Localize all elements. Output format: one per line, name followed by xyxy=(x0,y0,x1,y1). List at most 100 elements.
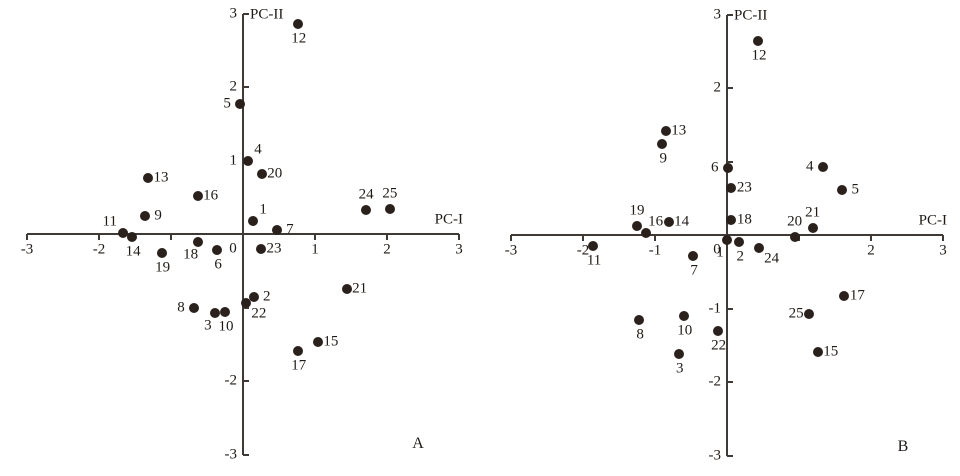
point-label-23: 23 xyxy=(736,179,752,196)
data-point-10 xyxy=(220,306,230,317)
x-tick-mark xyxy=(98,234,100,240)
point-label-6: 6 xyxy=(214,256,222,273)
point-label-25: 25 xyxy=(788,305,804,322)
data-point-1 xyxy=(248,215,259,226)
data-point-24 xyxy=(753,243,764,254)
point-label-19: 19 xyxy=(629,202,645,219)
data-point-20 xyxy=(256,168,267,179)
data-point-4 xyxy=(817,161,828,172)
data-point-24 xyxy=(361,204,372,215)
point-label-21: 21 xyxy=(805,204,821,221)
data-point-2 xyxy=(248,292,259,303)
data-point-22 xyxy=(712,326,723,337)
point-label-4: 4 xyxy=(806,158,814,175)
y-tick-mark xyxy=(727,13,733,16)
data-point-4 xyxy=(243,156,254,167)
point-label-6: 6 xyxy=(710,159,719,176)
x-tick-mark xyxy=(582,235,584,241)
point-label-14: 14 xyxy=(674,213,690,230)
point-label-15: 15 xyxy=(323,333,339,350)
point-label-15: 15 xyxy=(823,343,839,360)
point-label-7: 7 xyxy=(286,221,294,238)
y-tick-label: 3 xyxy=(713,6,722,22)
data-point-17 xyxy=(839,291,850,301)
point-label-14: 14 xyxy=(125,243,141,260)
y-tick-mark xyxy=(243,86,249,88)
data-point-8 xyxy=(634,314,645,325)
data-point-12 xyxy=(752,35,763,46)
point-label-11: 11 xyxy=(102,213,117,230)
point-label-22: 22 xyxy=(711,337,727,354)
point-label-17: 17 xyxy=(849,287,865,304)
point-label-24: 24 xyxy=(358,186,374,203)
data-point-13 xyxy=(660,126,671,137)
x-tick-label: 3 xyxy=(939,242,947,259)
data-point-15 xyxy=(312,337,323,348)
point-label-11: 11 xyxy=(586,252,602,269)
y-axis-line xyxy=(242,13,244,455)
y-axis-title: PC-II xyxy=(250,6,284,22)
x-tick-label: -2 xyxy=(92,241,106,258)
x-axis-title: PC-I xyxy=(918,212,947,229)
y-tick-label: -1 xyxy=(708,300,722,316)
y-tick-label: 3 xyxy=(229,5,238,21)
data-point-6 xyxy=(212,245,223,256)
point-label-2: 2 xyxy=(263,288,271,305)
x-tick-label: -1 xyxy=(648,242,662,259)
point-label-8: 8 xyxy=(177,299,185,316)
data-point-3 xyxy=(209,308,220,319)
data-point-21 xyxy=(807,222,818,233)
data-point-5 xyxy=(235,98,246,109)
data-point-23 xyxy=(256,243,266,254)
data-point-17 xyxy=(292,345,303,356)
data-point-18 xyxy=(726,215,737,226)
y-tick-mark xyxy=(727,160,733,163)
y-tick-label: -3 xyxy=(708,447,722,463)
data-point-3 xyxy=(673,349,684,360)
x-tick-label: 2 xyxy=(383,241,391,258)
point-label-10: 10 xyxy=(218,318,234,335)
data-point-19 xyxy=(156,248,167,259)
point-label-23: 23 xyxy=(266,240,282,257)
point-label-13: 13 xyxy=(671,122,687,139)
data-point-11 xyxy=(117,228,128,239)
y-tick-mark xyxy=(243,380,249,382)
point-label-19: 19 xyxy=(155,259,171,276)
point-label-20: 20 xyxy=(267,165,283,182)
y-tick-label: 2 xyxy=(229,78,238,95)
x-tick-mark xyxy=(942,235,944,241)
x-tick-mark xyxy=(314,234,316,240)
panel-letter: B xyxy=(897,438,909,455)
point-label-16: 16 xyxy=(648,213,664,230)
data-point-11 xyxy=(588,241,599,252)
data-point-12 xyxy=(292,18,303,29)
data-point-5 xyxy=(837,185,848,196)
x-tick-label: 3 xyxy=(455,241,463,258)
point-label-7: 7 xyxy=(690,262,698,279)
x-tick-label: -3 xyxy=(504,242,518,259)
point-label-1: 1 xyxy=(259,201,267,218)
point-label-3: 3 xyxy=(676,360,684,377)
point-label-4: 4 xyxy=(254,141,262,158)
y-tick-mark xyxy=(727,87,733,89)
x-tick-mark xyxy=(654,235,656,241)
point-label-2: 2 xyxy=(736,248,744,265)
point-label-8: 8 xyxy=(636,326,644,343)
y-axis-title: PC-II xyxy=(734,7,768,23)
data-point-14 xyxy=(663,216,674,227)
scatter-panel-a: -3 -2 1 2 3 3 2 1 -2 -3 0 PC-I PC-II 1 2 3 4 5 6 7 8 9 10 11 12 1… xyxy=(20,5,463,462)
data-point-15 xyxy=(812,346,823,357)
point-label-16: 16 xyxy=(203,187,219,204)
point-label-18: 18 xyxy=(736,211,752,228)
point-label-5: 5 xyxy=(223,95,231,112)
point-label-20: 20 xyxy=(787,213,803,230)
x-tick-label: 1 xyxy=(311,241,319,258)
point-label-1: 1 xyxy=(716,244,724,261)
data-point-25 xyxy=(384,204,395,214)
x-tick-mark xyxy=(458,234,460,240)
y-tick-mark xyxy=(727,454,733,457)
x-tick-label: -3 xyxy=(20,241,34,258)
panel-letter: A xyxy=(412,435,424,452)
data-point-23 xyxy=(726,182,737,193)
